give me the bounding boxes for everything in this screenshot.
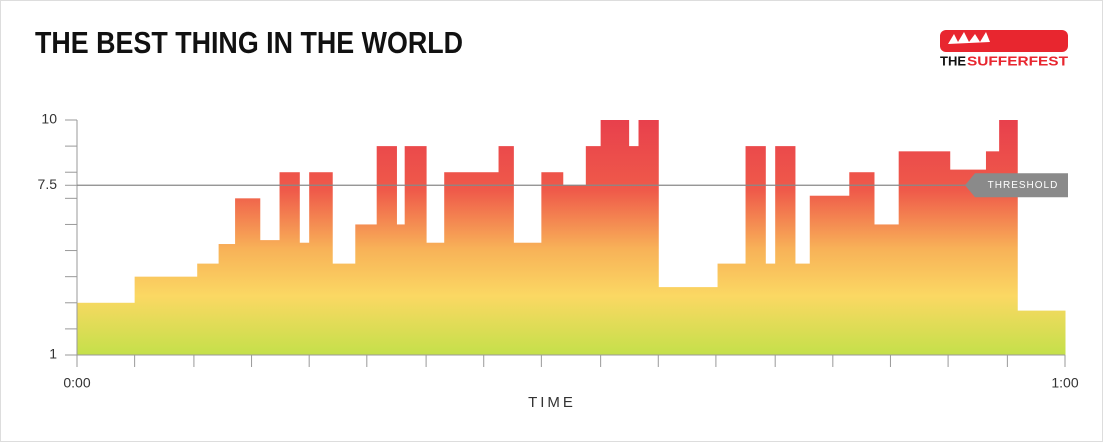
step [299, 242, 310, 355]
chart-title: THE BEST THING IN THE WORLD [35, 25, 463, 60]
step [999, 120, 1018, 355]
step [309, 172, 333, 355]
step [259, 240, 281, 355]
x-axis-label: TIME [528, 394, 576, 411]
step [794, 263, 811, 355]
step [444, 172, 500, 355]
step [404, 146, 427, 355]
logo-name: SUFFERFEST [967, 53, 1068, 68]
step [218, 244, 236, 355]
step [775, 146, 796, 355]
step [765, 263, 776, 355]
threshold-label: THRESHOLD [988, 180, 1059, 191]
step [985, 151, 1000, 355]
step [809, 195, 850, 355]
step [628, 146, 640, 355]
step [332, 263, 356, 355]
step [513, 242, 542, 355]
step [376, 146, 397, 355]
step [600, 120, 630, 355]
step [77, 302, 136, 355]
x-tick-label: 1:00 [1051, 375, 1078, 391]
step [541, 172, 564, 355]
step [949, 169, 987, 355]
step [498, 146, 514, 355]
logo-the: THE [940, 53, 966, 68]
step [197, 263, 220, 355]
threshold-tag [965, 173, 1068, 198]
y-tick-label: 7.5 [38, 176, 58, 192]
step [235, 198, 261, 355]
logo-icon [948, 32, 990, 44]
step [638, 120, 659, 355]
step [849, 172, 875, 355]
y-tick-label: 1 [49, 346, 57, 362]
logo-badge [940, 30, 1068, 52]
logo: THE SUFFERFEST [940, 30, 1068, 68]
step [396, 224, 406, 355]
step [426, 242, 445, 355]
step [658, 287, 719, 355]
step [717, 263, 747, 355]
step [745, 146, 766, 355]
step [279, 172, 300, 355]
step [873, 224, 900, 355]
step [1017, 310, 1066, 355]
step [562, 185, 587, 355]
step [585, 146, 602, 355]
step [355, 224, 378, 355]
x-tick-label: 0:00 [63, 375, 90, 391]
step [898, 151, 951, 355]
step [134, 276, 198, 355]
y-tick-label: 10 [41, 111, 57, 127]
